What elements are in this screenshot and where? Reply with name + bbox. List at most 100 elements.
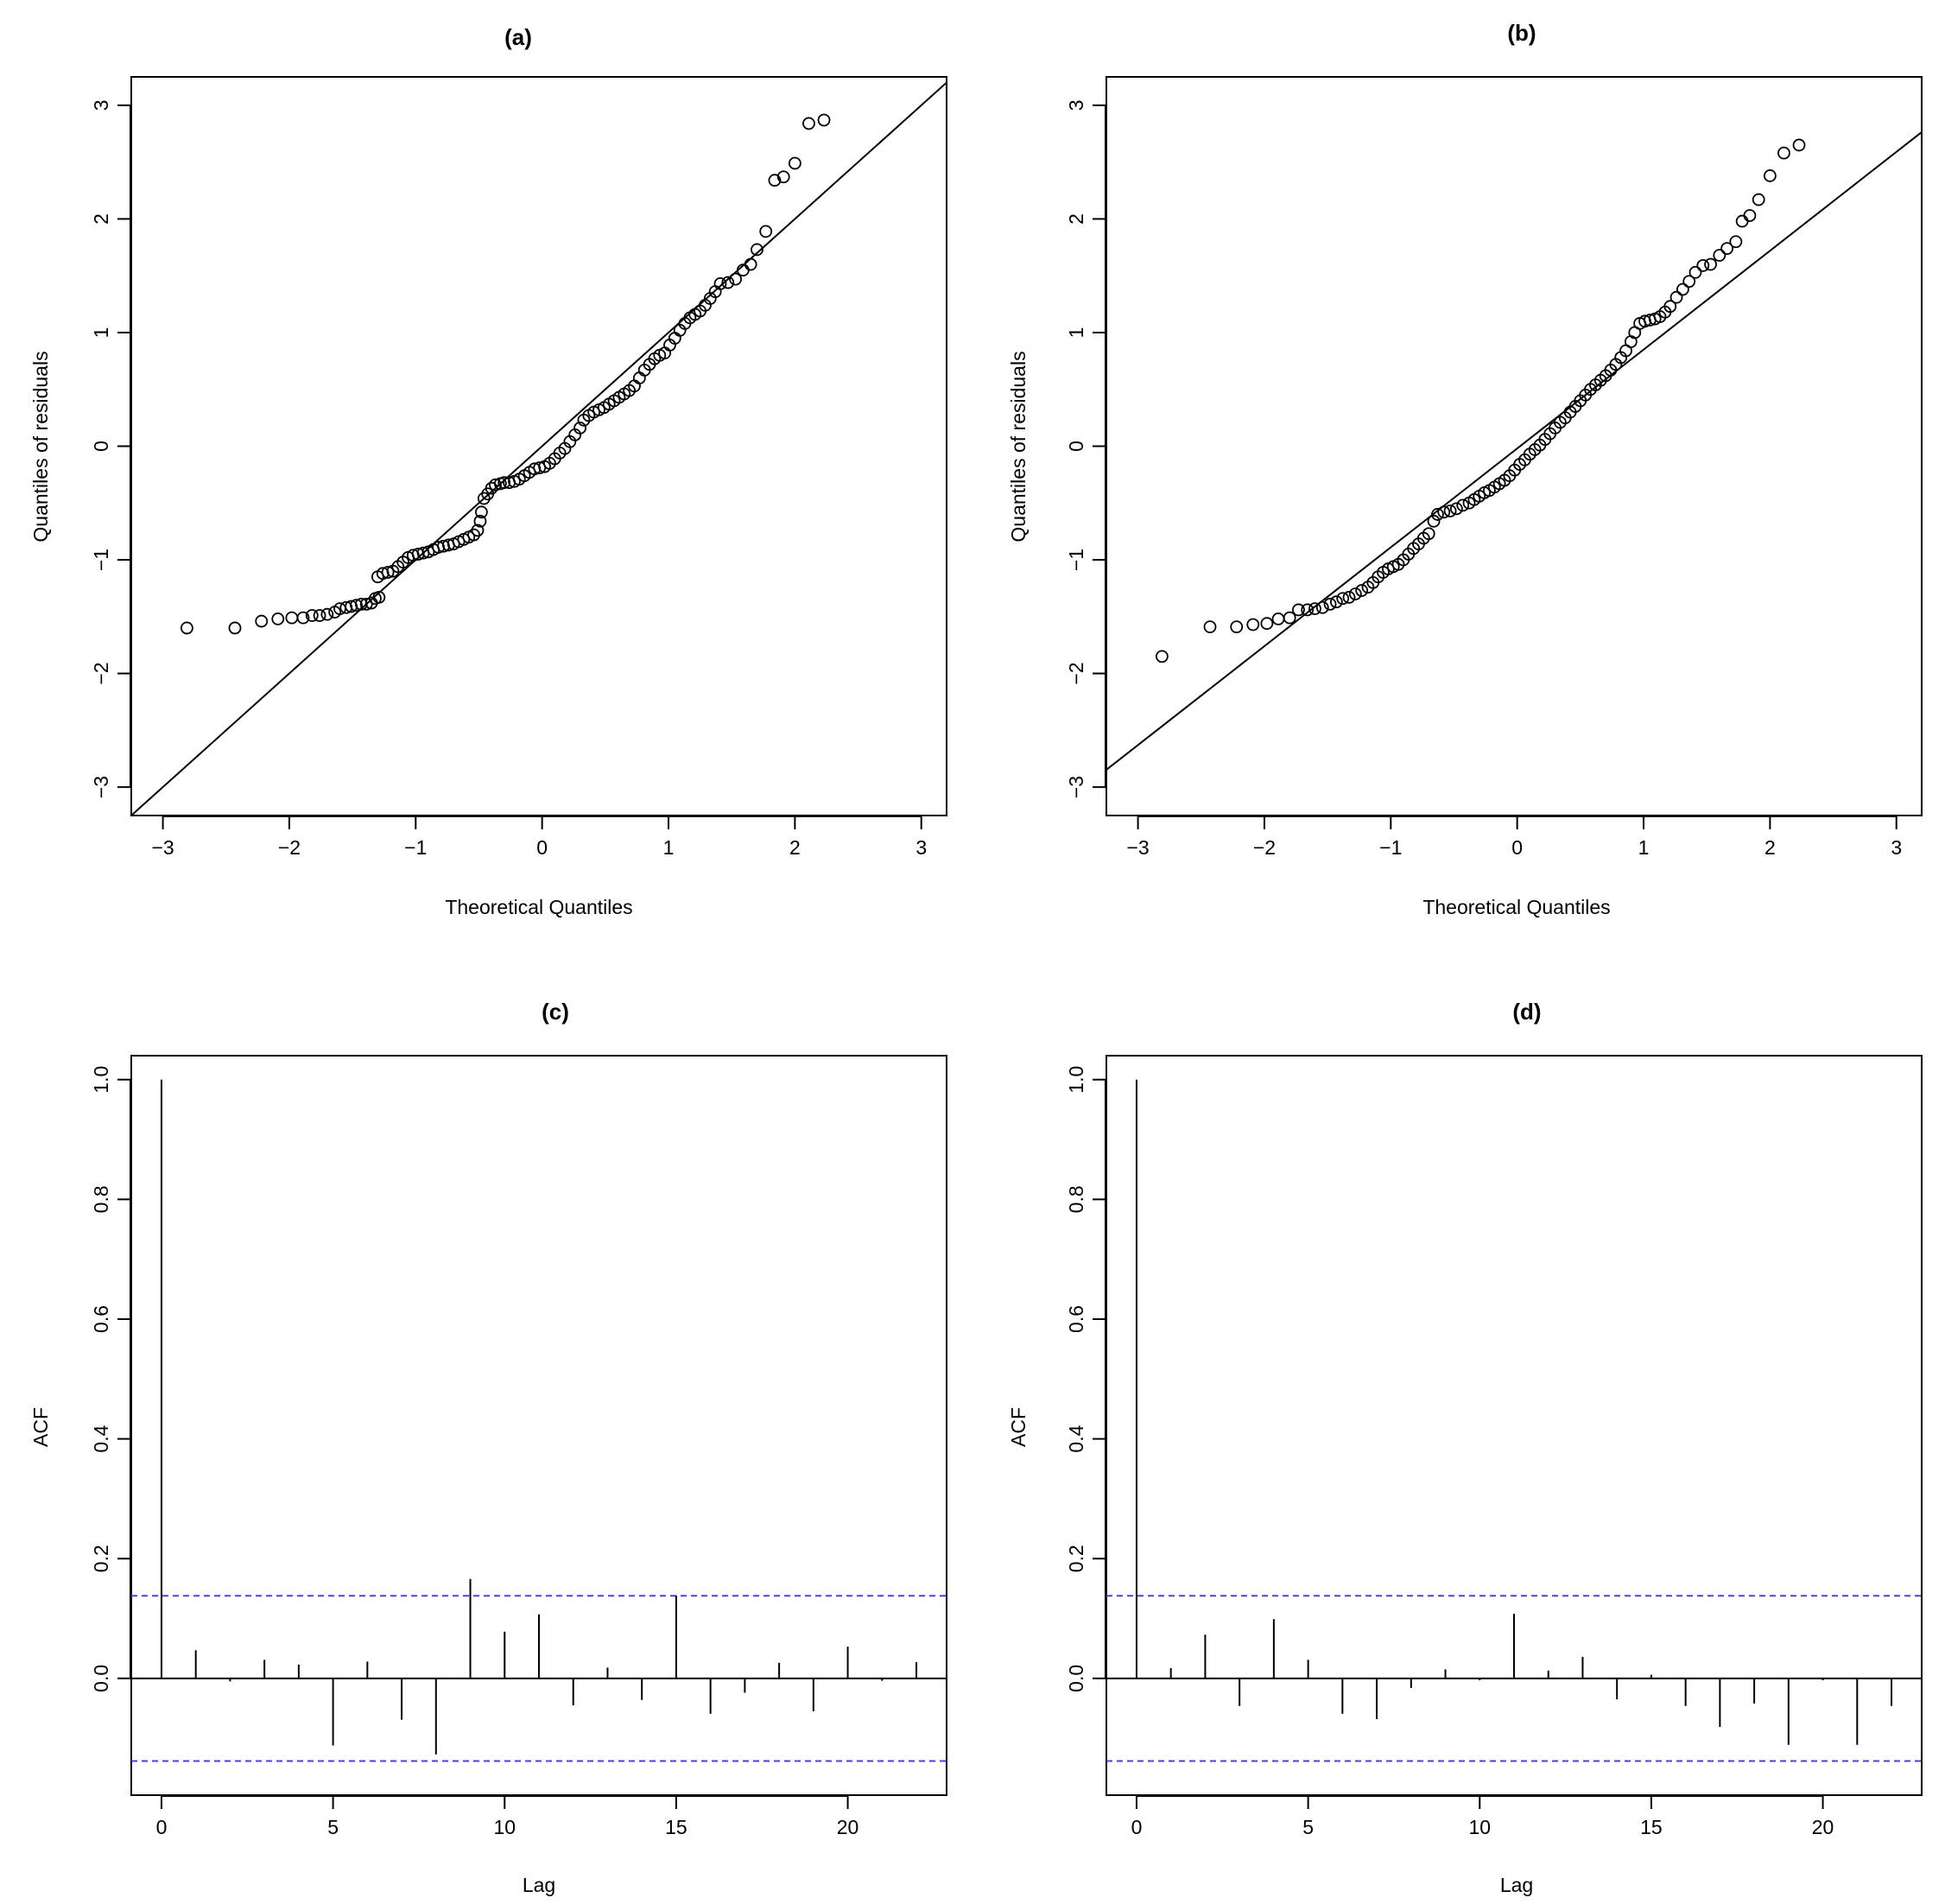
panel-c-y-label: ACF bbox=[29, 1407, 52, 1447]
panel-d-y-axis: 0.0 0.2 0.4 0.6 0.8 1.0 bbox=[1065, 1066, 1106, 1692]
x-tick-label: 0 bbox=[536, 836, 548, 859]
y-tick-label: 0.0 bbox=[90, 1665, 112, 1692]
qq-point bbox=[1696, 258, 1710, 272]
qq-point bbox=[489, 478, 502, 492]
x-tick-label: 2 bbox=[1764, 836, 1776, 859]
qq-point bbox=[1355, 584, 1369, 597]
y-tick-label: 0.4 bbox=[1065, 1425, 1087, 1452]
panel-d-x-label: Lag bbox=[1500, 1874, 1533, 1896]
x-tick-label: −1 bbox=[404, 836, 427, 859]
qq-point bbox=[1450, 502, 1463, 516]
qq-point bbox=[721, 276, 735, 289]
qq-point bbox=[354, 597, 368, 611]
qq-point bbox=[1676, 282, 1689, 296]
qq-point bbox=[228, 621, 242, 635]
qq-reference-line bbox=[131, 81, 947, 816]
y-tick-label: 0.8 bbox=[1065, 1185, 1087, 1213]
qq-point bbox=[1713, 249, 1726, 262]
y-tick-label: −3 bbox=[90, 776, 112, 798]
y-tick-label: 0.6 bbox=[1065, 1305, 1087, 1333]
qq-point bbox=[1283, 611, 1296, 625]
x-tick-label: −2 bbox=[1253, 836, 1276, 859]
qq-point bbox=[313, 609, 326, 622]
qq-point bbox=[1203, 620, 1217, 634]
qq-point bbox=[1246, 618, 1260, 631]
panel-c-x-axis: 0 5 10 15 20 bbox=[156, 1795, 858, 1838]
y-tick-label: 3 bbox=[1065, 99, 1087, 111]
x-tick-label: −3 bbox=[1126, 836, 1149, 859]
panel-c-acf-plot: (c) 0 5 10 15 20 0.0 0.2 0.4 0.6 0.8 1.0 Lag ACF bbox=[29, 999, 947, 1896]
y-tick-label: 1 bbox=[90, 327, 112, 339]
qq-point bbox=[1260, 617, 1274, 631]
y-tick-label: 0.2 bbox=[1065, 1545, 1087, 1572]
qq-point bbox=[776, 170, 790, 184]
panel-a-marks bbox=[131, 81, 947, 816]
qq-point bbox=[473, 514, 487, 528]
y-tick-label: −1 bbox=[90, 549, 112, 571]
x-tick-label: 5 bbox=[1302, 1816, 1314, 1838]
qq-point bbox=[1323, 597, 1337, 611]
x-tick-label: 1 bbox=[1638, 836, 1650, 859]
qq-point bbox=[1443, 505, 1457, 517]
qq-point bbox=[1301, 603, 1315, 617]
qq-point bbox=[1292, 603, 1305, 617]
panel-b-y-label: Quantiles of residuals bbox=[1007, 351, 1030, 542]
qq-point bbox=[1682, 275, 1696, 289]
qq-point bbox=[802, 117, 815, 130]
qq-point bbox=[817, 113, 831, 127]
qq-point bbox=[1743, 209, 1757, 222]
qq-point bbox=[475, 505, 488, 519]
panel-b-marks bbox=[1106, 131, 1922, 771]
qq-point bbox=[471, 524, 485, 537]
qq-point bbox=[497, 476, 511, 489]
qq-point bbox=[1230, 620, 1244, 634]
qq-point bbox=[729, 272, 742, 286]
qq-point bbox=[713, 276, 727, 290]
qq-point bbox=[759, 225, 773, 238]
y-tick-label: 0.0 bbox=[1065, 1665, 1087, 1692]
panel-a-qq-plot: (a) −3 −2 −1 0 1 2 3 −3 −2 −1 0 1 2 3 Theoretical Qu… bbox=[29, 24, 947, 918]
qq-point bbox=[1777, 146, 1790, 160]
x-tick-label: 15 bbox=[665, 1816, 687, 1838]
x-tick-label: 1 bbox=[663, 836, 675, 859]
panel-a-title: (a) bbox=[504, 24, 532, 50]
qq-point bbox=[1348, 587, 1362, 600]
qq-reference-line bbox=[1106, 131, 1922, 771]
panel-d-title: (d) bbox=[1512, 999, 1541, 1025]
x-tick-label: 0 bbox=[1131, 1816, 1143, 1838]
qq-point bbox=[1308, 602, 1321, 615]
x-tick-label: 5 bbox=[327, 1816, 339, 1838]
qq-point bbox=[359, 597, 373, 611]
panel-b-x-axis: −3 −2 −1 0 1 2 3 bbox=[1126, 816, 1902, 859]
qq-point bbox=[744, 257, 757, 271]
x-tick-label: 15 bbox=[1640, 1816, 1663, 1838]
x-tick-label: −1 bbox=[1379, 836, 1402, 859]
panel-d-y-label: ACF bbox=[1007, 1407, 1030, 1447]
panel-a-x-axis: −3 −2 −1 0 1 2 3 bbox=[151, 816, 927, 859]
y-tick-label: −2 bbox=[90, 662, 112, 684]
y-tick-label: 2 bbox=[90, 213, 112, 225]
qq-point bbox=[1336, 592, 1350, 606]
y-tick-label: −3 bbox=[1065, 776, 1087, 798]
y-tick-label: 3 bbox=[90, 99, 112, 111]
panel-d-acf-plot: (d) 0 5 10 15 20 0.0 0.2 0.4 0.6 0.8 1.0 Lag ACF bbox=[1007, 999, 1923, 1896]
qq-point bbox=[1437, 505, 1451, 519]
qq-point bbox=[533, 461, 547, 474]
panel-c-x-label: Lag bbox=[523, 1874, 555, 1896]
qq-point bbox=[296, 611, 310, 625]
qq-point bbox=[1456, 498, 1470, 512]
qq-point bbox=[1704, 257, 1717, 271]
qq-point bbox=[1688, 265, 1702, 279]
qq-point bbox=[320, 607, 334, 621]
panel-b-title: (b) bbox=[1507, 20, 1536, 46]
qq-point bbox=[350, 599, 363, 612]
y-tick-label: 0.2 bbox=[90, 1545, 112, 1572]
qq-point bbox=[372, 591, 386, 604]
y-tick-label: 0.6 bbox=[90, 1305, 112, 1333]
qq-point bbox=[180, 621, 193, 635]
qq-point bbox=[768, 174, 782, 187]
qq-point bbox=[1669, 290, 1683, 304]
y-tick-label: 1 bbox=[1065, 327, 1087, 339]
